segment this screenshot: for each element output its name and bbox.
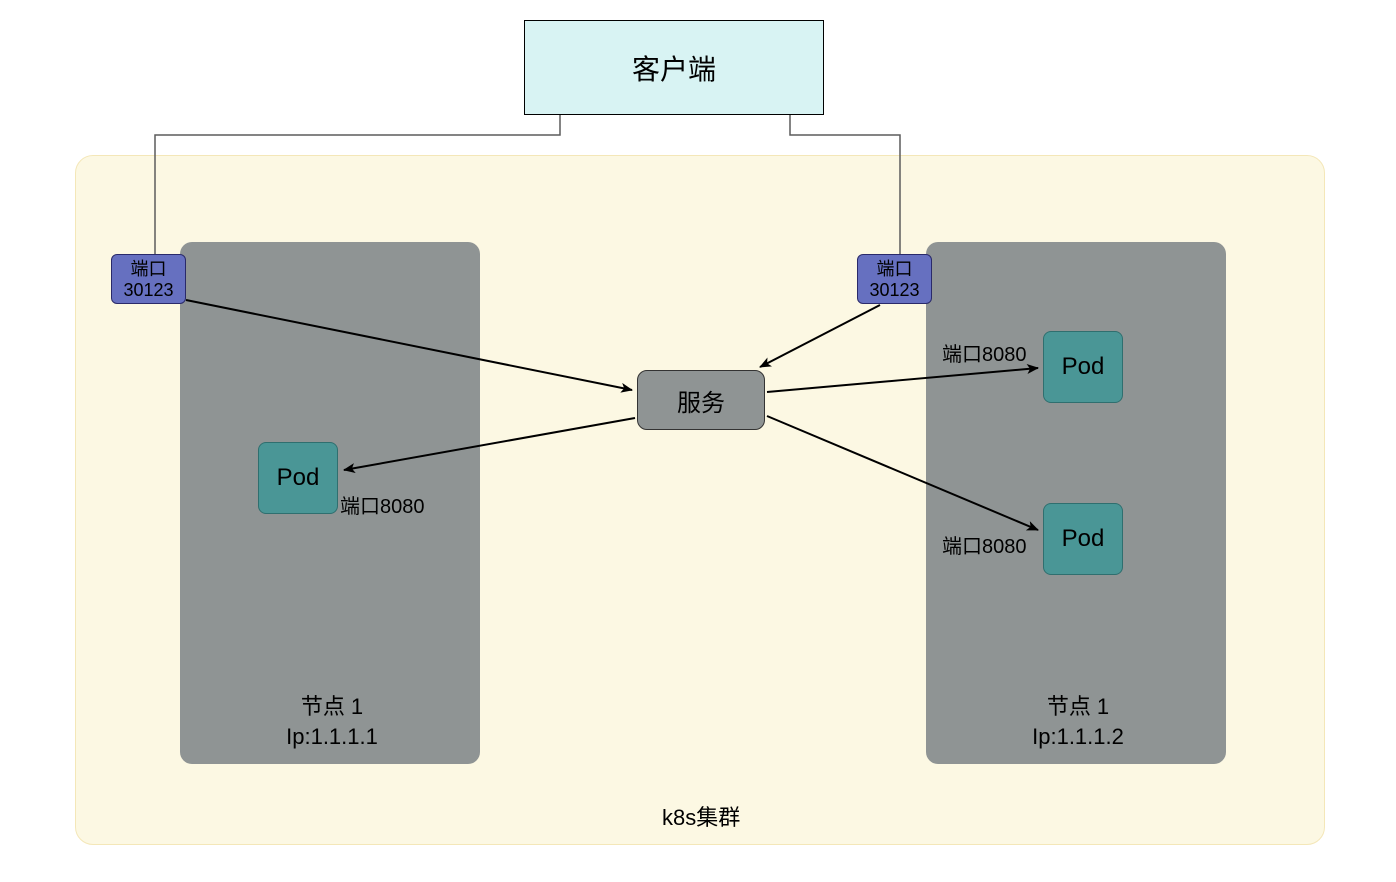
k8s-cluster-label: k8s集群 (662, 800, 740, 832)
service-box: 服务 (637, 370, 765, 430)
node-2-label: 节点 1 Ip:1.1.1.2 (978, 692, 1178, 751)
node-1-ip: Ip:1.1.1.1 (286, 724, 378, 749)
port-2-number: 30123 (869, 280, 919, 300)
node-1-title: 节点 1 (301, 694, 363, 719)
pod-c: Pod (1043, 503, 1123, 575)
port-1-label: 端口 (131, 259, 167, 279)
edge-label-pod-a: 端口8080 (340, 490, 425, 519)
diagram-canvas: { "diagram": { "canvas": { "width": 1396… (0, 0, 1396, 882)
port-2-label: 端口 (877, 259, 913, 279)
edge-label-pod-c: 端口8080 (942, 530, 1027, 559)
edge-label-pod-b: 端口8080 (942, 338, 1027, 367)
node-2-ip: Ip:1.1.1.2 (1032, 724, 1124, 749)
port-badge-1: 端口 30123 (111, 254, 186, 304)
node-1-label: 节点 1 Ip:1.1.1.1 (232, 692, 432, 751)
pod-b: Pod (1043, 331, 1123, 403)
port-badge-2: 端口 30123 (857, 254, 932, 304)
pod-a: Pod (258, 442, 338, 514)
client-box: 客户端 (524, 20, 824, 115)
port-1-number: 30123 (123, 280, 173, 300)
node-2-title: 节点 1 (1047, 694, 1109, 719)
